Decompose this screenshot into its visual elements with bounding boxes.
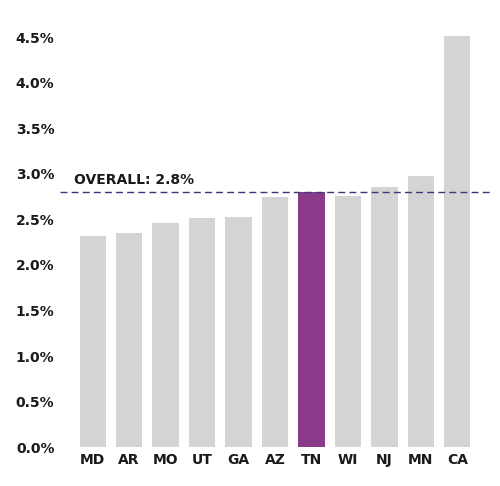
Bar [408, 176, 434, 447]
Bar [189, 218, 215, 447]
Bar [226, 217, 252, 447]
Bar [116, 233, 142, 447]
Bar [152, 223, 178, 447]
Bar [298, 192, 324, 447]
Bar [262, 197, 288, 447]
Bar [80, 236, 106, 447]
Bar [335, 196, 361, 447]
Text: OVERALL: 2.8%: OVERALL: 2.8% [74, 173, 194, 187]
Bar [372, 187, 398, 447]
Bar [444, 35, 470, 447]
